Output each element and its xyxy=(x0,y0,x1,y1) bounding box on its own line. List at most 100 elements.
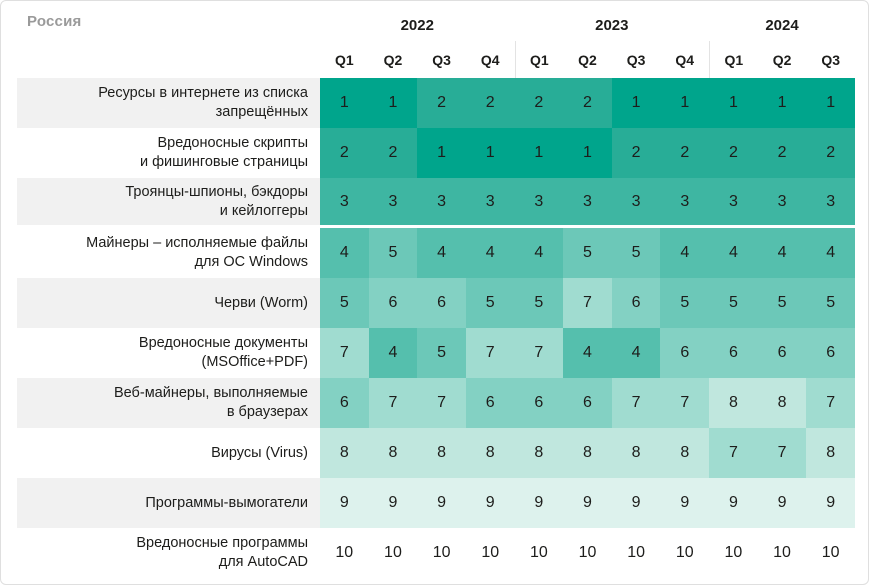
row-label: Черви (Worm) xyxy=(17,278,320,328)
rank-cell: 10 xyxy=(757,528,807,578)
rank-cell: 9 xyxy=(806,478,855,528)
rank-cell: 2 xyxy=(660,128,710,178)
rank-cell: 4 xyxy=(465,228,515,278)
rank-cell: 10 xyxy=(417,528,466,578)
year-header-2023: 2023 xyxy=(595,16,629,34)
rank-cell: 8 xyxy=(320,428,369,478)
rank-cell: 2 xyxy=(320,128,369,178)
row-label-line: для AutoCAD xyxy=(218,554,308,570)
rank-cell: 10 xyxy=(514,528,564,578)
rank-cell: 2 xyxy=(611,128,661,178)
rank-cell: 3 xyxy=(417,178,466,228)
year-header-2024: 2024 xyxy=(765,16,799,34)
rank-cell: 6 xyxy=(611,278,661,328)
rank-cell: 5 xyxy=(660,278,710,328)
rank-cell: 9 xyxy=(660,478,710,528)
rank-cell: 7 xyxy=(417,378,466,428)
rank-cell: 1 xyxy=(660,78,710,128)
rank-cell: 2 xyxy=(368,128,418,178)
rank-cell: 8 xyxy=(611,428,661,478)
rank-cell: 8 xyxy=(368,428,418,478)
rank-cell: 3 xyxy=(757,178,807,228)
row-label-line: запрещённых xyxy=(215,104,308,120)
rank-cell: 6 xyxy=(417,278,466,328)
rank-cell: 2 xyxy=(806,128,855,178)
rank-cell: 7 xyxy=(320,328,369,378)
rank-cell: 10 xyxy=(320,528,369,578)
quarter-header: Q3 xyxy=(626,51,646,68)
rank-cell: 3 xyxy=(709,178,758,228)
rank-cell: 8 xyxy=(514,428,564,478)
rank-cell: 4 xyxy=(611,328,661,378)
rank-cell: 6 xyxy=(320,378,369,428)
row-label: Троянцы-шпионы, бэкдоры и кейлоггеры xyxy=(17,178,320,228)
rank-cell: 3 xyxy=(563,178,612,228)
row-label-line: (MSOffice+PDF) xyxy=(201,354,308,370)
rank-cell: 2 xyxy=(514,78,564,128)
row-label: Вредоносные скрипты и фишинговые страницы xyxy=(17,128,320,178)
row-label-line: Вредоносные программы xyxy=(136,535,308,552)
row-label-line: Программы-вымогатели xyxy=(145,494,308,511)
rank-cell: 5 xyxy=(465,278,515,328)
rank-cell: 8 xyxy=(563,428,612,478)
rank-cell: 8 xyxy=(465,428,515,478)
quarter-header: Q2 xyxy=(383,51,403,68)
year-header-2022: 2022 xyxy=(400,16,434,34)
row-label-line: Ресурсы в интернете из списка xyxy=(98,85,308,102)
rank-cell: 3 xyxy=(368,178,418,228)
rank-cell: 9 xyxy=(514,478,564,528)
row-label: Веб-майнеры, выполняемые в браузерах xyxy=(17,378,320,428)
rank-cell: 3 xyxy=(611,178,661,228)
table-row: Программы-вымогатели 9 9 9 9 9 9 9 9 9 9 9 xyxy=(17,478,855,528)
rank-cell: 6 xyxy=(563,378,612,428)
rank-cell: 4 xyxy=(320,228,369,278)
rank-cell: 1 xyxy=(368,78,418,128)
quarter-header-row: Q1 Q2 Q3 Q4 Q1 Q2 Q3 Q4 Q1 Q2 Q3 xyxy=(17,41,855,78)
rank-cell: 5 xyxy=(368,228,418,278)
rank-cell: 8 xyxy=(709,378,758,428)
row-label-line: Майнеры – исполняемые файлы xyxy=(86,235,308,252)
quarter-header: Q4 xyxy=(675,51,695,68)
rank-cell: 1 xyxy=(806,78,855,128)
rank-cell: 9 xyxy=(368,478,418,528)
table-row: Вредоносные документы (MSOffice+PDF) 7 4 5 7 7… xyxy=(17,328,855,378)
rank-cell: 7 xyxy=(368,378,418,428)
rank-cell: 3 xyxy=(806,178,855,228)
row-label: Вирусы (Virus) xyxy=(17,428,320,478)
rank-cell: 9 xyxy=(320,478,369,528)
table-row: Черви (Worm) 5 6 6 5 5 7 6 5 5 5 5 xyxy=(17,278,855,328)
rank-cell: 8 xyxy=(806,428,855,478)
rank-cell: 7 xyxy=(611,378,661,428)
rank-cell: 6 xyxy=(368,278,418,328)
rank-cell: 5 xyxy=(320,278,369,328)
row-label-line: и кейлоггеры xyxy=(219,202,308,219)
rank-cell: 8 xyxy=(417,428,466,478)
rank-cell: 9 xyxy=(465,478,515,528)
rank-cell: 6 xyxy=(660,328,710,378)
row-label-line: для ОС Windows xyxy=(194,254,308,270)
row-label-line: Вредоносные скрипты xyxy=(157,135,308,152)
row-label: Майнеры – исполняемые файлы для ОС Window… xyxy=(17,228,320,278)
table-row: Троянцы-шпионы, бэкдоры и кейлоггеры 3 3 3 3 3… xyxy=(17,178,855,228)
rank-cell: 10 xyxy=(660,528,710,578)
row-label-line: Вредоносные документы xyxy=(138,335,308,352)
rank-cell: 10 xyxy=(611,528,661,578)
rank-cell: 7 xyxy=(709,428,758,478)
rank-cell: 2 xyxy=(417,78,466,128)
row-label-line: в браузерах xyxy=(226,404,308,420)
rank-cell: 4 xyxy=(806,228,855,278)
table-row: Майнеры – исполняемые файлы для ОС Window… xyxy=(17,228,855,278)
rank-cell: 1 xyxy=(417,128,466,178)
rank-cell: 5 xyxy=(563,228,612,278)
rank-cell: 10 xyxy=(563,528,612,578)
row-label-line: и фишинговые страницы xyxy=(139,154,308,170)
rank-cell: 2 xyxy=(709,128,758,178)
quarter-header: Q1 xyxy=(709,41,758,78)
rank-cell: 7 xyxy=(465,328,515,378)
row-label-line: Троянцы-шпионы, бэкдоры xyxy=(125,183,308,200)
rank-cell: 7 xyxy=(660,378,710,428)
rank-cell: 6 xyxy=(757,328,807,378)
rank-cell: 8 xyxy=(757,378,807,428)
rank-cell: 7 xyxy=(514,328,564,378)
rank-cell: 1 xyxy=(514,128,564,178)
